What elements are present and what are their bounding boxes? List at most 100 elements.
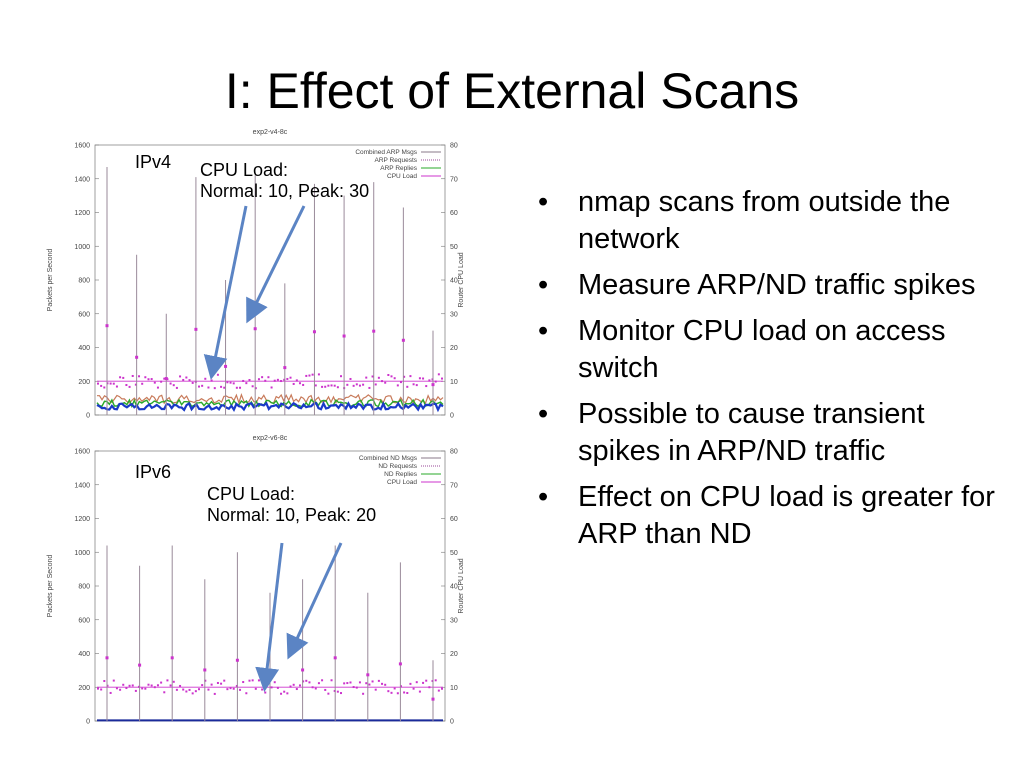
cpu-load-point <box>109 691 112 694</box>
bullet-dot: • <box>538 315 549 347</box>
cpu-load-point <box>425 679 428 682</box>
requests-noise-line <box>96 398 444 409</box>
cpu-load-point <box>163 691 166 694</box>
cpu-load-point <box>302 383 305 386</box>
cpu-load-point <box>103 386 106 389</box>
cpu-load-point <box>292 382 295 385</box>
cpu-load-point <box>368 386 371 389</box>
cpu-load-point <box>125 384 128 387</box>
spike-marker <box>283 366 287 370</box>
cpu-load-point <box>103 680 106 683</box>
cpu-load-point <box>295 379 298 382</box>
cpu-load-point <box>160 681 163 684</box>
cpu-load-point <box>381 682 384 685</box>
cpu-load-point <box>418 377 421 380</box>
cpu-load-point <box>229 687 232 690</box>
cpu-load-point <box>298 684 301 687</box>
spike-marker <box>312 330 316 334</box>
ipv4-cpu-note-line2: Normal: 10, Peak: 30 <box>200 181 370 201</box>
cpu-load-point <box>324 385 327 388</box>
cpu-load-point <box>257 679 260 682</box>
cpu-load-point <box>393 377 396 380</box>
y-tick-label: 1200 <box>74 516 90 523</box>
cpu-load-point <box>109 382 112 385</box>
cpu-load-point <box>156 684 159 687</box>
spike-marker <box>235 658 239 662</box>
cpu-load-point <box>437 373 440 376</box>
cpu-load-point <box>179 684 182 687</box>
cpu-load-point <box>261 688 264 691</box>
cpu-load-point <box>220 385 223 388</box>
bullet-text: Possible to cause transient spikes in AR… <box>578 398 925 467</box>
cpu-load-point <box>276 378 279 381</box>
cpu-load-point <box>216 373 219 376</box>
y2-tick-label: 10 <box>450 379 458 386</box>
cpu-load-point <box>358 384 361 387</box>
cpu-load-point <box>125 687 128 690</box>
y-tick-label: 400 <box>78 651 90 658</box>
cpu-load-point <box>286 692 289 695</box>
cpu-load-point <box>201 384 204 387</box>
y2-tick-label: 60 <box>450 516 458 523</box>
chart-title: exp2-v4-8c <box>253 129 288 136</box>
cpu-load-point <box>210 379 213 382</box>
y2-tick-label: 40 <box>450 278 458 285</box>
spike-marker <box>398 662 402 666</box>
cpu-load-point <box>352 384 355 387</box>
y2-tick-label: 0 <box>450 719 454 725</box>
y-tick-label: 0 <box>86 719 90 725</box>
spike-marker <box>366 673 370 677</box>
cpu-load-point <box>251 385 254 388</box>
y2-tick-label: 10 <box>450 685 458 692</box>
bullet-item: • Effect on CPU load is greater for ARP t… <box>538 479 998 553</box>
cpu-load-point <box>235 684 238 687</box>
cpu-load-point <box>175 386 178 389</box>
cpu-load-point <box>415 681 418 684</box>
cpu-load-point <box>295 688 298 691</box>
y-tick-label: 600 <box>78 311 90 318</box>
cpu-load-point <box>406 691 409 694</box>
y-tick-label: 800 <box>78 278 90 285</box>
cpu-load-point <box>112 679 115 682</box>
cpu-load-point <box>368 683 371 686</box>
y-tick-label: 1600 <box>74 449 90 456</box>
cpu-load-point <box>239 386 242 389</box>
cpu-load-point <box>191 692 194 695</box>
legend-label: Combined ARP Msgs <box>355 149 417 156</box>
cpu-load-point <box>441 377 443 380</box>
cpu-load-point <box>100 384 103 387</box>
cpu-load-point <box>289 376 292 379</box>
y-tick-label: 1400 <box>74 176 90 183</box>
cpu-load-point <box>264 691 267 694</box>
cpu-load-point <box>257 378 260 381</box>
spike-marker <box>138 663 142 667</box>
cpu-load-point <box>403 691 406 694</box>
cpu-load-point <box>179 375 182 378</box>
y2-tick-label: 0 <box>450 413 454 419</box>
cpu-load-point <box>220 682 223 685</box>
y2-tick-label: 30 <box>450 311 458 318</box>
cpu-load-point <box>289 685 292 688</box>
cpu-load-point <box>340 375 343 378</box>
cpu-load-point <box>358 681 361 684</box>
spike-marker <box>135 355 139 359</box>
bullet-text: Monitor CPU load on access switch <box>578 315 946 384</box>
cpu-load-point <box>245 382 248 385</box>
bullet-list: • nmap scans from outside the network • Mea… <box>538 184 998 562</box>
cpu-load-point <box>153 381 156 384</box>
cpu-load-point <box>115 687 118 690</box>
cpu-load-point <box>286 377 289 380</box>
y-tick-label: 1200 <box>74 210 90 217</box>
cpu-load-point <box>273 681 276 684</box>
cpu-load-point <box>216 681 219 684</box>
y2-tick-label: 20 <box>450 345 458 352</box>
cpu-load-point <box>261 376 264 379</box>
cpu-load-point <box>333 689 336 692</box>
cpu-load-point <box>163 377 166 380</box>
cpu-load-point <box>387 374 390 377</box>
cpu-load-point <box>393 687 396 690</box>
cpu-load-point <box>204 679 207 682</box>
bullet-dot: • <box>538 186 549 218</box>
ipv4-label: IPv4 <box>135 152 172 172</box>
cpu-load-point <box>371 375 374 378</box>
